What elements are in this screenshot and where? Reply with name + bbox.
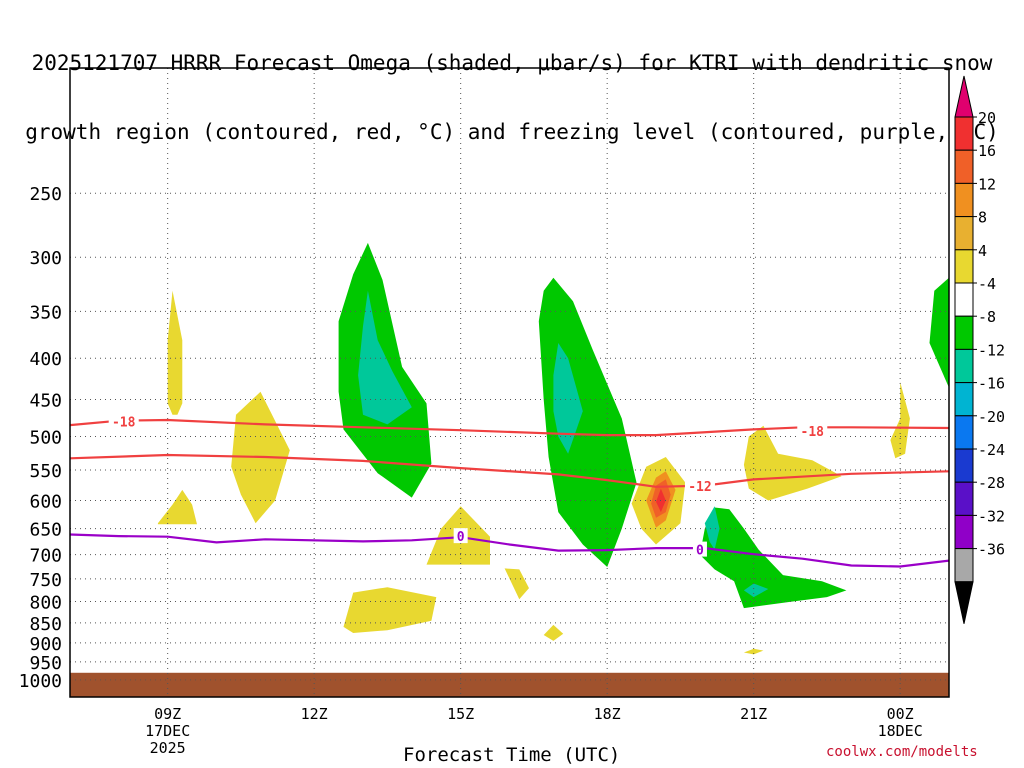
colorbar-segment-7 [954,315,974,350]
contour-label-0: -18 [112,415,136,430]
y-tick-label-300: 300 [29,248,62,269]
colorbar-segment-5 [954,249,974,284]
omega-area-9 [743,648,764,655]
colorbar-label-3: 8 [978,209,987,227]
omega-area-20 [704,506,720,550]
contour-label-bg-4 [692,541,707,557]
colorbar-segment-13 [954,514,974,550]
x-tick-label-15-0: 15Z [447,705,474,723]
y-tick-label-900: 900 [29,634,62,655]
contour-label-bg-2 [684,478,715,494]
y-tick-label-500: 500 [29,428,62,449]
contour-label-bg-0 [108,413,139,429]
contour-label-bg-3 [453,528,468,544]
omega-area-16 [699,507,847,609]
omega-area-0 [157,489,197,525]
omega-area-3 [343,587,437,633]
colorbar-label-1: 16 [978,142,996,160]
y-tick-label-700: 700 [29,546,62,567]
contour-freezing-level [70,533,949,568]
credit-text: coolwx.com/modelts [826,744,978,760]
omega-area-10 [890,382,910,459]
plot-frame [69,67,950,698]
ground-fill [70,672,949,697]
omega-area-5 [504,568,529,600]
colorbar-segment-11 [954,448,974,483]
x-axis-label: Forecast Time (UTC) [403,744,621,766]
y-tick-label-650: 650 [29,520,62,541]
title-line-2: growth region (contoured, red, °C) and f… [25,120,999,144]
omega-area-6 [543,624,564,641]
colorbar-segment-2 [954,149,974,184]
y-tick-label-350: 350 [29,302,62,323]
colorbar-label-13: -36 [978,541,1005,559]
omega-area-8 [743,425,842,501]
colorbar-bottom-arrow [954,581,974,624]
y-tick-label-800: 800 [29,593,62,614]
plot-clip-group: -18 -18 -12 0 0 [70,68,949,697]
contour-label-1: -18 [801,425,825,440]
x-tick-label-9-0: 09Z [154,705,181,723]
x-tick-label-9-2: 2025 [150,739,186,757]
contour-label-2: -12 [688,480,711,495]
colorbar-segment-9 [954,382,974,417]
x-tick-label-9-1: 17DEC [145,722,190,740]
colorbar-segment-3 [954,182,974,218]
colorbar-label-0: 20 [978,109,996,127]
y-tick-label-750: 750 [29,570,62,591]
colorbar-segment-1 [954,116,974,151]
colorbar-label-12: -32 [978,507,1005,525]
colorbar: 20 16 12 8 4 -4 -8 -12 -16 -20 -24 -28 -32 -36 [954,75,1005,624]
contour-label-3: 0 [457,530,465,545]
colorbar-label-11: -28 [978,474,1005,492]
x-tick-label-24-0: 00Z [887,705,914,723]
x-tick-label-12-0: 12Z [301,705,328,723]
y-tick-label-550: 550 [29,461,62,482]
colorbar-top-arrow [954,75,974,118]
colorbar-segment-12 [954,481,974,516]
omega-area-18 [358,290,412,425]
colorbar-label-9: -20 [978,408,1005,426]
omega-area-19 [553,343,583,454]
colorbar-segment-10 [954,415,974,450]
y-tick-label-950: 950 [29,653,62,674]
y-tick-label-1000: 1000 [19,671,62,692]
colorbar-segment-4 [954,216,974,251]
x-tick-label-18-0: 18Z [594,705,621,723]
y-tick-label-450: 450 [29,391,62,412]
colorbar-label-8: -16 [978,375,1005,393]
colorbar-segment-8 [954,348,974,384]
x-tick-label-21-0: 21Z [740,705,767,723]
contour-dendritic-lower [70,453,949,488]
colorbar-label-6: -8 [978,308,996,326]
colorbar-label-10: -24 [978,441,1005,459]
x-tick-label-24-1: 18DEC [878,722,923,740]
y-tick-label-400: 400 [29,349,62,370]
colorbar-label-5: -4 [978,275,996,293]
contour-label-4: 0 [696,544,704,559]
contour-label-bg-1 [797,422,828,438]
y-tick-label-250: 250 [29,184,62,205]
colorbar-segment-14 [954,548,974,583]
omega-area-15 [538,277,637,567]
omega-area-21 [743,583,769,598]
colorbar-segment-6 [954,282,974,317]
colorbar-label-2: 12 [978,175,996,193]
y-tick-label-600: 600 [29,492,62,513]
plot-area: -18 -18 -12 0 0 250 300 350 400 450 500 550 600 650 70… [19,67,950,757]
colorbar-label-4: 4 [978,242,987,260]
omega-area-17 [929,277,949,388]
y-tick-label-850: 850 [29,614,62,635]
omega-area-1 [167,290,183,415]
colorbar-label-7: -12 [978,341,1005,359]
